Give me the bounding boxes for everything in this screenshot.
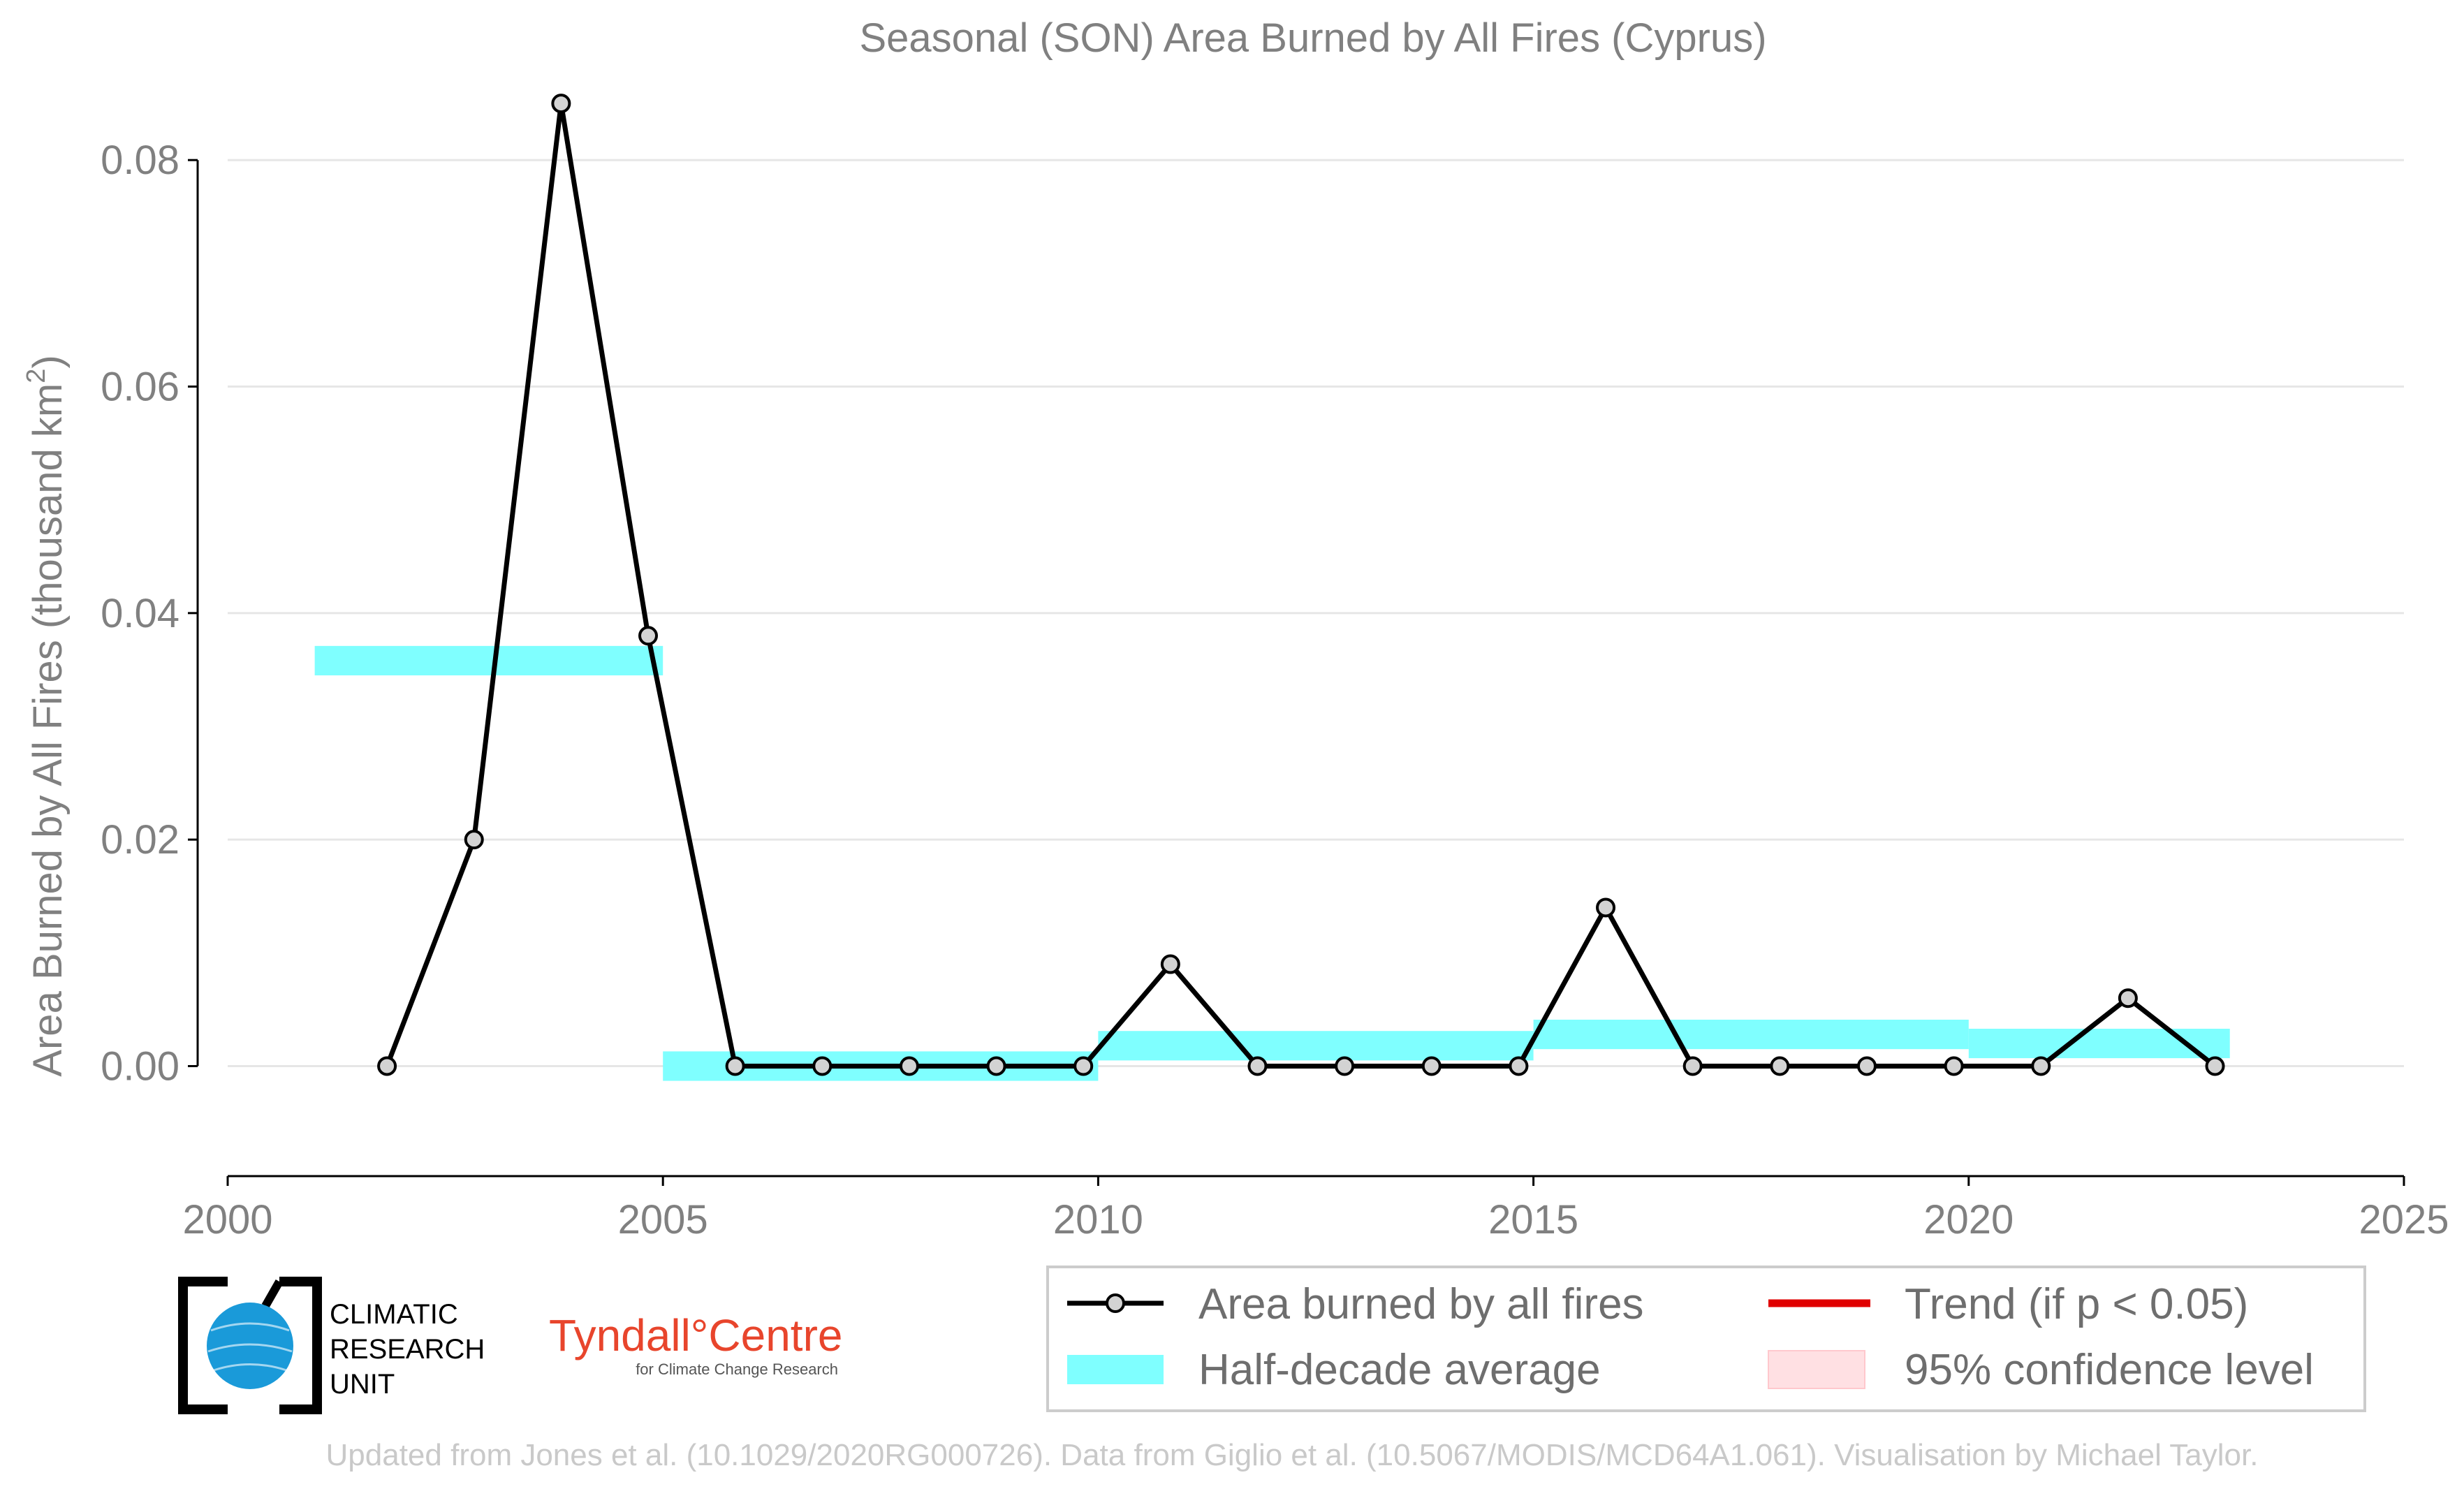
cru-logo-bracket-right — [279, 1277, 322, 1414]
data-point — [1944, 1056, 1964, 1076]
y-tick-label: 0.04 — [101, 591, 179, 636]
y-tick-label: 0.08 — [101, 138, 179, 183]
y-axis-label-sup: 2 — [22, 369, 51, 383]
legend-label-area-burned: Area burned by all fires — [1198, 1280, 1644, 1328]
data-point — [464, 830, 484, 850]
legend-label-trend: Trend (if p < 0.05) — [1905, 1280, 2248, 1328]
legend-label-half-decade: Half-decade average — [1198, 1346, 1601, 1394]
half-decade-band — [314, 645, 663, 676]
x-tick-label: 2015 — [1488, 1197, 1578, 1242]
cru-logo-bracket-left — [178, 1277, 228, 1414]
data-point — [986, 1056, 1006, 1076]
cru-logo-text-3: UNIT — [330, 1369, 395, 1400]
chart-title: Seasonal (SON) Area Burned by All Fires … — [859, 15, 1766, 61]
y-axis-label-end: ) — [25, 355, 71, 368]
cru-logo-text-1: CLIMATIC — [330, 1299, 458, 1330]
grid-lines — [228, 159, 2404, 1067]
data-point — [725, 1056, 745, 1076]
data-point — [1856, 1056, 1877, 1076]
data-point — [1335, 1056, 1355, 1076]
data-point — [1682, 1056, 1703, 1076]
half-decade-band — [1968, 1028, 2230, 1059]
y-axis-label: Area Burned by All Fires (thousand km2) — [22, 355, 71, 1076]
cru-logo-text-2: RESEARCH — [330, 1334, 485, 1365]
x-tick-label: 2025 — [2359, 1197, 2449, 1242]
x-tick-label: 2005 — [618, 1197, 708, 1242]
legend-swatch-half-decade — [1067, 1355, 1164, 1384]
globe-icon — [207, 1303, 293, 1389]
data-point — [2118, 988, 2138, 1008]
data-point — [2205, 1056, 2225, 1076]
data-point — [1770, 1056, 1790, 1076]
half-decade-bands — [314, 645, 2230, 1081]
tyndall-logo: Tyndall°Centre for Climate Change Resear… — [549, 1310, 842, 1378]
x-tick-label: 2010 — [1053, 1197, 1143, 1242]
data-point — [638, 626, 659, 646]
tyndall-logo-sub: for Climate Change Research — [636, 1360, 838, 1378]
data-point — [1596, 897, 1616, 918]
globe-icon-lines — [207, 1322, 293, 1372]
data-point — [812, 1056, 833, 1076]
series-line-area-burned — [384, 101, 2217, 1069]
data-point — [551, 94, 571, 114]
data-point — [1247, 1056, 1268, 1076]
cru-logo-bracket-slash — [261, 1279, 284, 1308]
data-point — [377, 1056, 397, 1076]
data-point — [1421, 1056, 1442, 1076]
tyndall-logo-main: Tyndall°Centre — [549, 1310, 842, 1360]
half-decade-band — [1098, 1031, 1534, 1061]
data-point — [1509, 1056, 1529, 1076]
legend-box — [1046, 1266, 2366, 1412]
y-tick-label: 0.00 — [101, 1043, 179, 1089]
y-axis-label-main: Area Burned by All Fires (thousand km — [25, 383, 71, 1077]
data-point — [2031, 1056, 2051, 1076]
data-point — [1160, 954, 1180, 974]
legend-swatch-confidence — [1768, 1350, 1865, 1389]
legend: Area burned by all fires Trend (if p < 0… — [1046, 1266, 2366, 1412]
footer-credit: Updated from Jones et al. (10.1029/2020R… — [326, 1438, 2259, 1472]
cru-logo: CLIMATIC RESEARCH UNIT — [178, 1277, 485, 1414]
series-area-burned — [377, 94, 2225, 1076]
y-tick-label: 0.06 — [101, 365, 179, 410]
x-tick-label: 2020 — [1923, 1197, 2014, 1242]
legend-label-confidence: 95% confidence level — [1905, 1346, 2314, 1394]
axes: 0.00 0.02 0.04 0.06 0.08 2000 2005 2010 2015 2020… — [101, 138, 2449, 1242]
half-decade-band — [1533, 1020, 1969, 1050]
y-tick-label: 0.02 — [101, 817, 179, 863]
legend-marker-area-burned — [1106, 1293, 1125, 1313]
x-tick-label: 2000 — [182, 1197, 272, 1242]
data-point — [1073, 1056, 1094, 1076]
data-point — [899, 1056, 919, 1076]
